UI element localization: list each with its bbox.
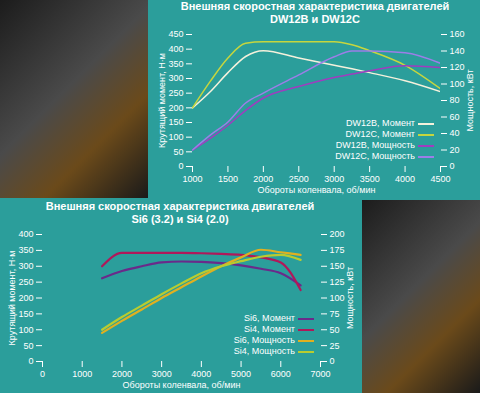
svg-text:1000: 1000	[72, 369, 92, 379]
html-text:DW12B, Мощность: DW12B, Мощность	[335, 140, 415, 150]
svg-text:100: 100	[18, 325, 33, 335]
svg-text:6000: 6000	[271, 369, 291, 379]
svg-text:120: 120	[450, 62, 465, 72]
html-text:Si4, Мощность: Si4, Мощность	[233, 346, 295, 356]
svg-text:150: 150	[168, 117, 183, 127]
svg-text:175: 175	[330, 245, 345, 255]
svg-text:4000: 4000	[191, 369, 211, 379]
svg-text:25: 25	[330, 341, 340, 351]
html-text:Si6, Мощность: Si6, Мощность	[233, 335, 295, 345]
svg-text:5000: 5000	[231, 369, 251, 379]
svg-text:140: 140	[450, 46, 465, 56]
svg-text:300: 300	[168, 73, 183, 83]
html-text:Внешняя скоростная характерист: Внешняя скоростная характеристика двигат…	[180, 0, 450, 12]
svg-text:2000: 2000	[112, 369, 132, 379]
svg-text:1000: 1000	[182, 174, 202, 184]
svg-text:50: 50	[330, 325, 340, 335]
svg-text:100: 100	[330, 293, 345, 303]
svg-text:Крутящий момент, Н·м: Крутящий момент, Н·м	[7, 251, 17, 346]
html-text:DW12C, Момент: DW12C, Момент	[345, 129, 415, 139]
svg-text:50: 50	[173, 147, 183, 157]
svg-text:0: 0	[178, 161, 183, 171]
svg-text:150: 150	[330, 261, 345, 271]
svg-text:Крутящий момент, Н·м: Крутящий момент, Н·м	[157, 53, 167, 148]
svg-text:7000: 7000	[310, 369, 330, 379]
svg-text:4000: 4000	[395, 174, 415, 184]
svg-text:250: 250	[18, 277, 33, 287]
svg-text:0: 0	[40, 369, 45, 379]
svg-text:100: 100	[168, 132, 183, 142]
svg-text:300: 300	[18, 261, 33, 271]
svg-text:40: 40	[450, 128, 460, 138]
svg-text:Обороты коленвала, об/мин: Обороты коленвала, об/мин	[123, 380, 241, 390]
svg-text:4500: 4500	[430, 174, 450, 184]
svg-text:0: 0	[450, 161, 455, 171]
html-text:Si4, Момент: Si4, Момент	[244, 324, 295, 334]
svg-text:0: 0	[330, 356, 335, 366]
svg-text:2500: 2500	[289, 174, 309, 184]
html-text:Si6, Момент: Si6, Момент	[244, 313, 295, 323]
svg-text:75: 75	[330, 309, 340, 319]
html-text:DW12C, Мощность: DW12C, Мощность	[335, 151, 415, 161]
svg-text:350: 350	[168, 59, 183, 69]
svg-text:200: 200	[18, 293, 33, 303]
svg-text:Мощность, кВт: Мощность, кВт	[345, 267, 355, 329]
svg-text:350: 350	[18, 245, 33, 255]
svg-text:Мощность, кВт: Мощность, кВт	[465, 69, 475, 131]
svg-text:400: 400	[168, 44, 183, 54]
svg-text:200: 200	[168, 103, 183, 113]
svg-text:Обороты коленвала, об/мин: Обороты коленвала, об/мин	[258, 185, 376, 195]
svg-text:2000: 2000	[253, 174, 273, 184]
svg-text:160: 160	[450, 29, 465, 39]
svg-text:0: 0	[28, 356, 33, 366]
svg-text:150: 150	[18, 309, 33, 319]
svg-text:3000: 3000	[324, 174, 344, 184]
svg-text:3000: 3000	[152, 369, 172, 379]
html-text:DW12B и DW12C: DW12B и DW12C	[270, 13, 360, 25]
svg-text:80: 80	[450, 95, 460, 105]
html-text:Внешняя скоростная характерист: Внешняя скоростная характеристика двигат…	[45, 200, 315, 212]
svg-text:125: 125	[330, 277, 345, 287]
html-text:Si6 (3.2) и Si4 (2.0): Si6 (3.2) и Si4 (2.0)	[131, 213, 229, 225]
svg-text:450: 450	[168, 29, 183, 39]
svg-text:1500: 1500	[218, 174, 238, 184]
svg-text:50: 50	[23, 341, 33, 351]
html-text:DW12B, Момент: DW12B, Момент	[346, 118, 415, 128]
svg-text:100: 100	[450, 79, 465, 89]
svg-text:20: 20	[450, 145, 460, 155]
svg-text:250: 250	[168, 88, 183, 98]
svg-text:400: 400	[18, 229, 33, 239]
svg-text:3500: 3500	[360, 174, 380, 184]
svg-text:60: 60	[450, 112, 460, 122]
svg-text:200: 200	[330, 229, 345, 239]
